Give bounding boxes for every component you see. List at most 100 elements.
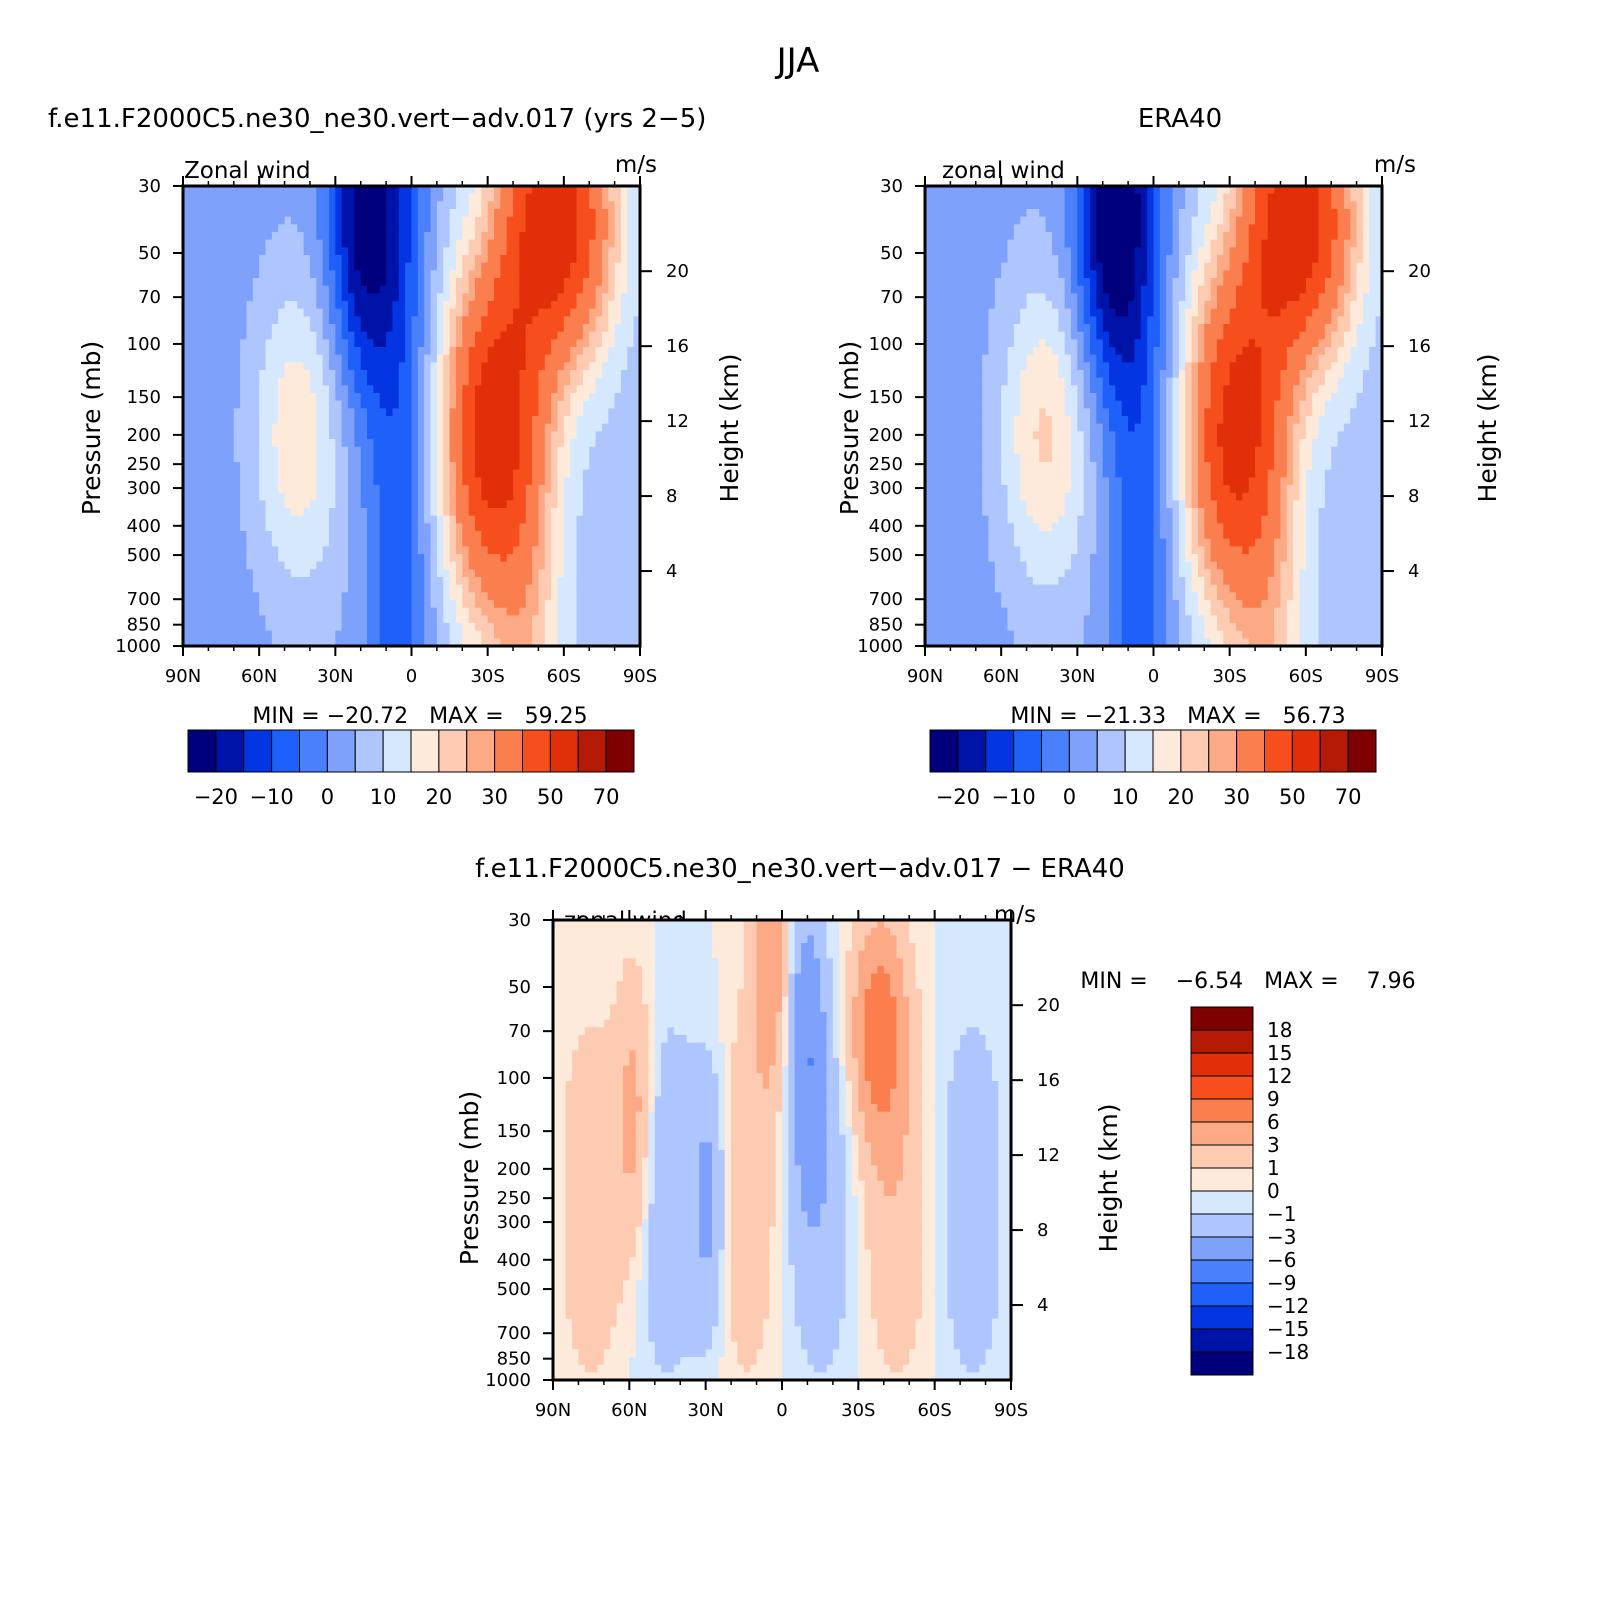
field-cell	[963, 577, 971, 586]
field-cell	[468, 316, 476, 325]
field-cell	[341, 186, 349, 195]
field-cell	[614, 592, 622, 601]
field-cell	[252, 523, 260, 532]
field-cell	[189, 393, 197, 402]
field-cell	[925, 508, 932, 517]
field-cell	[449, 431, 457, 440]
field-cell	[436, 492, 444, 501]
field-cell	[494, 515, 501, 524]
field-cell	[424, 201, 432, 210]
field-cell	[183, 577, 190, 586]
field-cell	[367, 293, 375, 302]
field-cell	[195, 638, 203, 647]
x-tick-label: 90S	[623, 666, 657, 687]
field-cell	[925, 216, 932, 225]
field-cell	[335, 623, 343, 632]
field-cell	[271, 224, 279, 233]
field-cell	[183, 247, 190, 256]
field-cell	[424, 270, 432, 279]
field-cell	[328, 385, 336, 394]
field-cell	[462, 607, 470, 616]
field-cell	[328, 423, 336, 432]
field-cell	[481, 370, 489, 379]
field-cell	[557, 400, 565, 409]
field-cell	[417, 293, 425, 302]
field-cell	[392, 316, 400, 325]
field-cell	[582, 462, 590, 471]
field-cell	[525, 423, 533, 432]
field-cell	[189, 331, 197, 340]
field-cell	[341, 339, 349, 348]
field-cell	[316, 592, 324, 601]
field-cell	[944, 354, 951, 363]
field-cell	[969, 546, 977, 555]
field-cell	[417, 569, 425, 578]
field-cell	[233, 600, 241, 609]
field-cell	[227, 285, 235, 294]
field-cell	[633, 362, 641, 371]
field-cell	[309, 301, 317, 310]
field-cell	[963, 301, 971, 310]
field-cell	[309, 485, 317, 494]
field-cell	[360, 224, 368, 233]
field-cell	[506, 485, 514, 494]
field-cell	[386, 561, 394, 570]
field-cell	[348, 193, 355, 202]
field-cell	[481, 531, 489, 540]
field-cell	[468, 385, 476, 394]
field-cell	[214, 209, 222, 218]
field-cell	[284, 469, 292, 478]
field-cell	[532, 615, 540, 624]
field-cell	[195, 354, 203, 363]
field-cell	[348, 209, 355, 218]
field-cell	[944, 285, 951, 294]
field-cell	[290, 584, 298, 593]
field-cell	[950, 316, 958, 325]
field-cell	[208, 293, 216, 302]
field-cell	[474, 385, 482, 394]
field-cell	[290, 592, 298, 601]
field-cell	[963, 515, 971, 524]
field-cell	[386, 255, 394, 264]
field-cell	[494, 531, 501, 540]
field-cell	[608, 339, 616, 348]
field-cell	[474, 278, 482, 287]
field-cell	[538, 623, 546, 632]
field-cell	[316, 400, 324, 409]
field-cell	[386, 592, 394, 601]
field-cell	[335, 224, 343, 233]
field-cell	[576, 255, 584, 264]
field-cell	[221, 485, 229, 494]
field-cell	[386, 247, 394, 256]
field-cell	[487, 370, 495, 379]
field-cell	[513, 615, 521, 624]
field-cell	[360, 239, 368, 248]
field-cell	[348, 278, 355, 287]
field-cell	[373, 416, 381, 425]
field-cell	[500, 393, 508, 402]
field-cell	[297, 554, 305, 563]
field-cell	[195, 454, 203, 463]
field-cell	[405, 500, 413, 509]
field-cell	[589, 209, 597, 218]
field-cell	[183, 278, 190, 287]
field-cell	[208, 377, 216, 386]
field-cell	[284, 623, 292, 632]
field-cell	[963, 209, 971, 218]
field-cell	[303, 232, 311, 241]
field-cell	[354, 308, 362, 317]
field-cell	[551, 569, 559, 578]
field-cell	[379, 239, 387, 248]
field-cell	[474, 247, 482, 256]
field-cell	[519, 531, 527, 540]
field-cell	[335, 462, 343, 471]
field-cell	[424, 393, 432, 402]
field-cell	[367, 416, 375, 425]
field-cell	[481, 515, 489, 524]
field-cell	[570, 523, 578, 532]
field-cell	[424, 232, 432, 241]
field-cell	[328, 408, 336, 417]
field-cell	[557, 262, 565, 271]
field-cell	[937, 285, 945, 294]
field-cell	[233, 477, 241, 486]
